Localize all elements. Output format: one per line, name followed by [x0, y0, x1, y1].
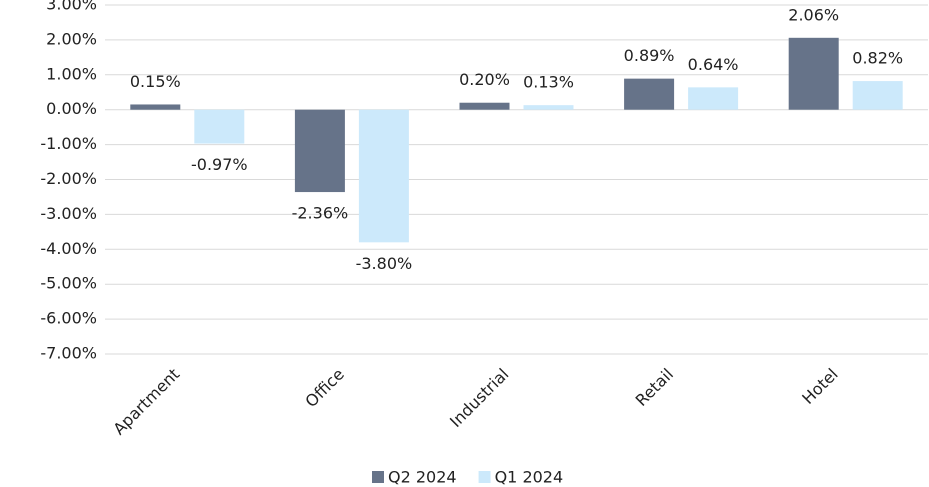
y-tick-label: -6.00%	[40, 309, 97, 328]
x-tick-label: Hotel	[798, 365, 841, 408]
data-label: -3.80%	[356, 254, 413, 273]
data-label: 2.06%	[788, 5, 839, 24]
data-label: -0.97%	[191, 155, 248, 174]
bar	[852, 81, 903, 110]
data-label: -2.36%	[292, 204, 349, 223]
x-tick-label: Apartment	[109, 365, 183, 439]
legend-swatch	[372, 471, 384, 483]
x-tick-label: Retail	[632, 365, 677, 410]
y-tick-label: -4.00%	[40, 239, 97, 258]
bar	[523, 105, 574, 110]
legend-label: Q1 2024	[495, 468, 564, 487]
data-label: 0.89%	[624, 46, 675, 65]
bar	[688, 87, 739, 110]
bar	[294, 109, 345, 193]
legend-swatch	[478, 471, 491, 483]
y-tick-label: -5.00%	[40, 274, 97, 293]
data-label: 0.13%	[523, 73, 574, 92]
y-tick-label: 0.00%	[46, 99, 97, 118]
y-tick-label: -2.00%	[40, 169, 97, 188]
y-tick-label: -3.00%	[40, 204, 97, 223]
bar	[459, 102, 510, 110]
y-tick-label: -1.00%	[40, 134, 97, 153]
bar	[130, 104, 181, 110]
data-label: 0.64%	[688, 55, 739, 74]
legend-label: Q2 2024	[388, 468, 457, 487]
y-tick-label: 2.00%	[46, 29, 97, 48]
x-tick-label: Industrial	[446, 365, 513, 432]
y-tick-label: -7.00%	[40, 344, 97, 363]
data-label: 0.20%	[459, 70, 510, 89]
data-label: 0.82%	[852, 49, 903, 68]
bar	[788, 37, 839, 110]
y-tick-label: 1.00%	[46, 64, 97, 83]
data-label: 0.15%	[130, 72, 181, 91]
x-tick-label: Office	[301, 365, 347, 411]
bar	[194, 109, 245, 144]
bar	[358, 109, 409, 243]
bar	[624, 78, 675, 110]
y-tick-label: 3.00%	[46, 0, 97, 14]
